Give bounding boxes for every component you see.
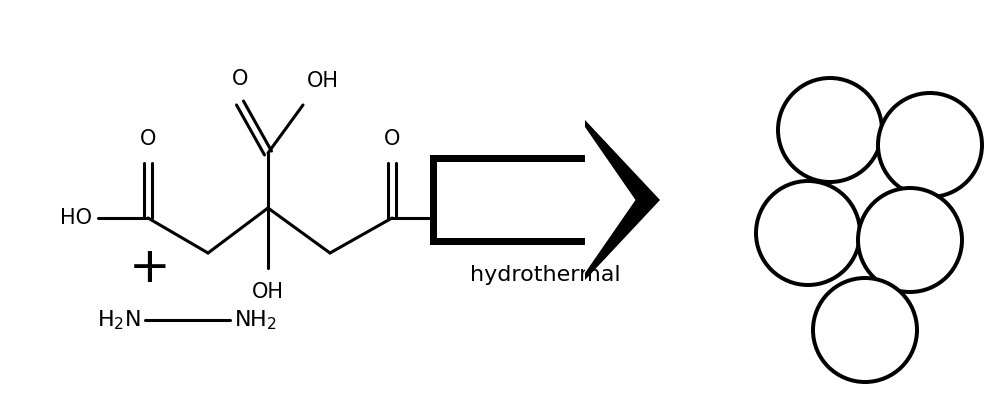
Circle shape: [878, 93, 982, 197]
Text: +: +: [129, 244, 171, 292]
Text: OH: OH: [252, 282, 284, 302]
Text: O: O: [140, 129, 156, 149]
Text: hydrothermal: hydrothermal: [470, 265, 620, 285]
Circle shape: [813, 278, 917, 382]
Text: O: O: [232, 69, 248, 89]
Text: HO: HO: [60, 208, 92, 228]
Circle shape: [858, 188, 962, 292]
Text: H$_2$N: H$_2$N: [97, 308, 141, 332]
Polygon shape: [430, 120, 660, 280]
Text: NH$_2$: NH$_2$: [234, 308, 277, 332]
Circle shape: [778, 78, 882, 182]
Text: OH: OH: [307, 71, 339, 91]
Polygon shape: [437, 127, 636, 273]
Circle shape: [756, 181, 860, 285]
Text: OH: OH: [450, 208, 482, 228]
Text: O: O: [384, 129, 400, 149]
